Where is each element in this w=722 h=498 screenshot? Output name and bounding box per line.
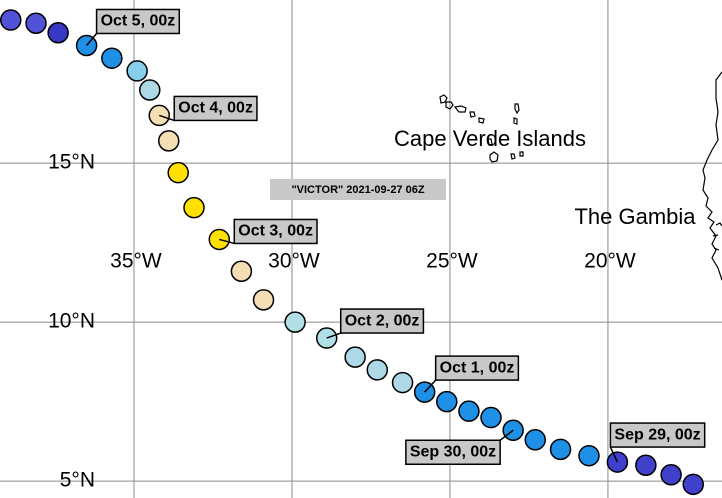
date-label-box <box>339 308 425 334</box>
date-label-box <box>609 422 706 448</box>
leader-line <box>159 114 175 122</box>
track-point <box>252 289 275 311</box>
date-label: Oct 4, 00z <box>178 100 253 117</box>
lon-label: 30°W <box>268 250 320 273</box>
track-point <box>524 429 547 451</box>
leader-line <box>499 429 514 441</box>
track-point <box>436 390 458 413</box>
track-point <box>549 438 572 461</box>
date-label-box <box>405 439 501 466</box>
date-labels: Oct 5, 00z Oct 4, 00z Oct 3, 00z Oct 2, 00z… <box>86 8 706 466</box>
track-point <box>230 260 253 283</box>
track-point <box>25 12 47 34</box>
leader-line <box>609 446 619 463</box>
leader-line <box>86 32 98 46</box>
lon-label: 35°W <box>110 250 162 273</box>
cape-verde-coast <box>439 94 524 163</box>
track-point <box>157 130 180 152</box>
track-point <box>480 406 502 429</box>
date-label-group: Oct 3, 00z <box>219 218 318 245</box>
lon-label: 20°W <box>584 250 636 273</box>
gambia-coast <box>712 222 722 251</box>
lon-label: 25°W <box>426 250 478 273</box>
storm-label: "VICTOR" 2021-09-27 06Z <box>291 184 424 196</box>
track-point <box>391 371 414 394</box>
date-label: Oct 3, 00z <box>238 223 313 240</box>
track-point <box>0 9 22 31</box>
track-point <box>660 464 682 486</box>
date-label-group: Oct 4, 00z <box>159 95 258 122</box>
storm-label-box <box>270 179 446 200</box>
track <box>0 9 704 496</box>
date-label-box <box>233 218 318 245</box>
date-label-group: Oct 2, 00z <box>326 308 425 339</box>
track-point <box>47 22 69 44</box>
date-label-group: Sep 29, 00z <box>609 422 706 463</box>
date-label-box <box>434 355 520 381</box>
track-point <box>183 196 205 219</box>
track-point <box>366 359 389 381</box>
track-point <box>344 346 366 368</box>
track-point <box>284 311 306 333</box>
date-label-box <box>173 95 258 122</box>
track-point <box>139 79 161 101</box>
place-label: The Gambia <box>574 204 696 229</box>
date-label: Sep 29, 00z <box>614 426 700 443</box>
lat-label: 10°N <box>48 310 95 333</box>
track-point <box>578 444 600 467</box>
date-label-group: Sep 30, 00z <box>405 429 514 466</box>
track-point <box>682 473 704 496</box>
date-label: Oct 2, 00z <box>345 312 420 329</box>
date-label-group: Oct 1, 00z <box>424 355 520 393</box>
track-point <box>458 400 480 422</box>
lat-label: 15°N <box>48 151 95 174</box>
date-label-box <box>95 8 181 35</box>
leader-line <box>326 332 341 339</box>
date-label: Sep 30, 00z <box>410 443 496 460</box>
track-point <box>635 454 657 476</box>
coastlines <box>439 71 722 281</box>
date-label-group: Oct 5, 00z <box>86 8 181 46</box>
date-label: Oct 5, 00z <box>101 13 176 30</box>
leader-line <box>219 238 235 245</box>
date-label: Oct 1, 00z <box>440 359 515 376</box>
track-point <box>167 161 189 184</box>
leader-line <box>424 379 437 393</box>
lat-label: 5°N <box>60 469 95 492</box>
place-label: Cape Verde Islands <box>394 126 586 151</box>
track-point <box>126 60 148 82</box>
track-point <box>101 47 123 69</box>
africa-coast <box>702 71 722 281</box>
